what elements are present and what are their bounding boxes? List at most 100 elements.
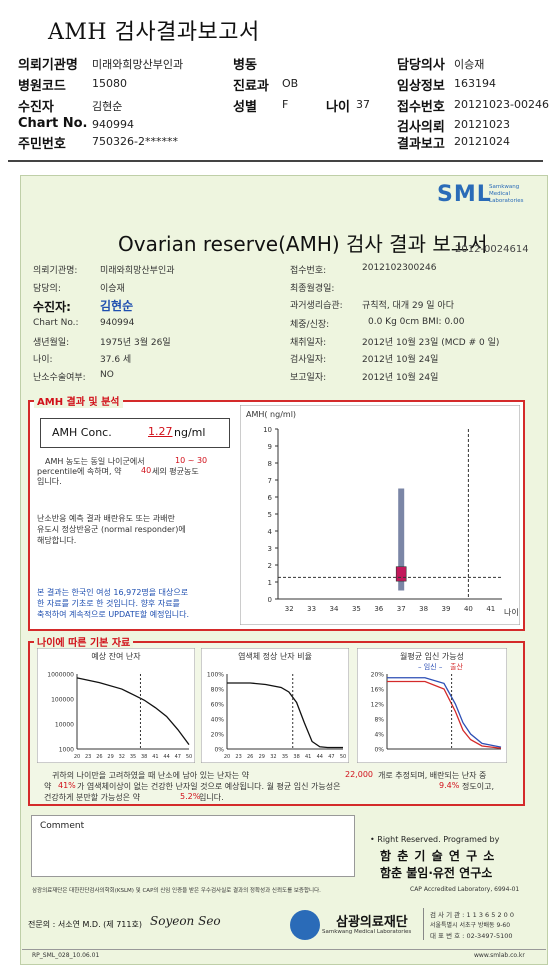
amh-response-text: 유도시 정상반응군 (normal responder)에 [37, 525, 186, 534]
mini-y-tick-label: 0% [214, 747, 224, 754]
field-value: 2012년 10월 24일 [362, 355, 439, 365]
footer-divider [423, 908, 424, 940]
mini-chart-frame [37, 648, 195, 763]
field-label: 생년월일: [33, 338, 70, 348]
mini-series-line [76, 677, 190, 745]
mini-x-tick-label: 50 [340, 754, 346, 760]
amh-text: 입니다. [37, 477, 62, 486]
mini-y-tick-label: 20% [211, 732, 225, 739]
field-value: 2012년 10월 24일 [362, 373, 439, 383]
x-tick-label: 38 [419, 605, 428, 613]
sml-logo-subtitle: Samkwang Medical Laboratories [489, 184, 524, 204]
x-axis-label: 나이 [504, 607, 519, 617]
y-tick-label: 1 [268, 579, 272, 587]
certification-note: 삼광의료재단은 대한진단검사의학회(KSLM) 및 CAP의 신임 인증을 받은… [32, 888, 321, 894]
field-value: 2012102300246 [362, 263, 437, 273]
field-value: 37.6 세 [100, 355, 132, 365]
form-code: RP_SML_028_10.06.01 [32, 952, 100, 959]
mini-x-tick-label: 47 [175, 754, 181, 760]
field-label: 보고일자: [290, 373, 327, 383]
mini-x-tick-label: 44 [317, 754, 323, 760]
hospital-code-value: 15080 [92, 77, 127, 90]
mini-x-tick-label: 26 [96, 754, 102, 760]
report-number: 2012-0024614 [455, 244, 529, 255]
mini-x-tick-label: 29 [259, 754, 265, 760]
range-bar [398, 488, 405, 591]
ward-label: 병동 [233, 58, 257, 73]
y-axis-label: AMH( ng/ml) [246, 410, 296, 419]
header-divider [8, 160, 543, 162]
cap-accreditation: CAP Accredited Laboratory, 6994-01 [410, 886, 520, 893]
clinical-info-label: 임상정보 [397, 79, 445, 94]
mini-x-tick-label: 32 [119, 754, 125, 760]
rights-text: • Right Reserved. Programed by [370, 835, 500, 844]
mini-x-tick-label: 20 [74, 754, 80, 760]
mini-y-tick-label: 40% [211, 717, 225, 724]
summary-text: 입니다. [199, 793, 224, 802]
normal-egg-ratio-value: 41% [58, 781, 76, 790]
amh-percentile-range: 10 ~ 30 [175, 456, 208, 465]
lab-name-1: 함 춘 기 술 연 구 소 [380, 849, 496, 863]
field-label: 검사일자: [290, 355, 327, 365]
receipt-no-value: 20121023-00246 [454, 98, 549, 111]
mini-y-tick-label: 16% [371, 687, 385, 694]
field-label: 수진자: [33, 300, 71, 314]
y-tick-label: 7 [268, 477, 272, 485]
chart-no-value: 940994 [92, 118, 134, 131]
report-header-title: AMH 검사결과보고서 [48, 20, 260, 45]
amh-note-text: 한 자료를 기초로 한 것입니다. 향후 자료를 [37, 599, 180, 608]
y-tick-label: 9 [268, 443, 272, 451]
x-tick-label: 40 [464, 605, 473, 613]
amh-concentration-box [40, 418, 230, 448]
comment-box [31, 815, 355, 877]
mini-x-tick-label: 47 [328, 754, 334, 760]
mini-y-tick-label: 100% [207, 672, 224, 679]
iqr-box [395, 566, 407, 582]
field-value: 미래와희망산부인과 [100, 266, 175, 276]
field-label: 나이: [33, 355, 53, 365]
receipt-no-label: 접수번호 [397, 100, 445, 115]
y-tick-label: 6 [268, 494, 273, 502]
amh-response-text: 난소반응 예측 결과 배란유도 또는 과배란 [37, 514, 175, 523]
doctor-value: 이승재 [454, 58, 485, 71]
amh-response-text: 해당합니다. [37, 536, 77, 545]
amh-conc-unit: ng/ml [174, 426, 206, 439]
mini-x-tick-label: 44 [163, 754, 169, 760]
x-tick-label: 41 [486, 605, 495, 613]
legend-pregnancy: – 임신 – [418, 662, 443, 671]
foundation-name-en: Samkwang Medical Laboratories [322, 929, 412, 935]
mini-y-tick-label: 0% [374, 747, 384, 754]
amh-text: AMH 농도는 동일 나이군에서 [45, 457, 145, 466]
pregnancy-chance-value: 9.4% [439, 781, 460, 790]
amh-text: percentile에 속하며, 약 [37, 467, 122, 476]
mini-x-tick-label: 23 [85, 754, 91, 760]
mini-series-line [387, 680, 502, 749]
x-tick-label: 39 [442, 605, 451, 613]
legend-birth: 출산 [450, 662, 463, 671]
field-value: 1975년 3월 26일 [100, 338, 171, 348]
field-label: 체중/신장: [290, 320, 330, 330]
contact-line: 서울특별시 서초구 방배동 9-60 [430, 922, 511, 929]
mini-x-tick-label: 32 [270, 754, 276, 760]
doctor-label: 담당의사 [397, 58, 445, 73]
mini-series-line [387, 677, 502, 748]
x-tick-label: 36 [374, 605, 383, 613]
field-value: 940994 [100, 318, 135, 328]
field-label: 접수번호: [290, 266, 327, 276]
amh-note-text: 본 결과는 한국인 여성 16,972명을 대상으로 [37, 588, 189, 597]
amh-section-title: AMH 결과 및 분석 [34, 393, 123, 408]
y-tick-label: 10 [263, 426, 272, 434]
resident-no-label: 주민번호 [18, 137, 66, 152]
report-title: Ovarian reserve(AMH) 검사 결과 보고서 [118, 232, 488, 256]
amh-conc-value: 1.27 [148, 425, 173, 438]
field-value: 0.0 Kg 0cm BMI: 0.00 [368, 317, 465, 327]
summary-text: 개로 추정되며, 배란되는 난자 중 [378, 771, 487, 780]
mini-x-tick-label: 41 [152, 754, 158, 760]
mini-series-line [227, 682, 343, 749]
remaining-eggs-value: 22,000 [345, 770, 373, 779]
mini-x-tick-label: 38 [293, 754, 299, 760]
normal-chromosome-chart: 염색체 정상 난자 비율 100% 80% 60% 40% 20% 0%20 23 26 29 32… [201, 648, 349, 763]
x-tick-label: 35 [352, 605, 361, 613]
summary-text: 정도이고, [462, 782, 494, 791]
